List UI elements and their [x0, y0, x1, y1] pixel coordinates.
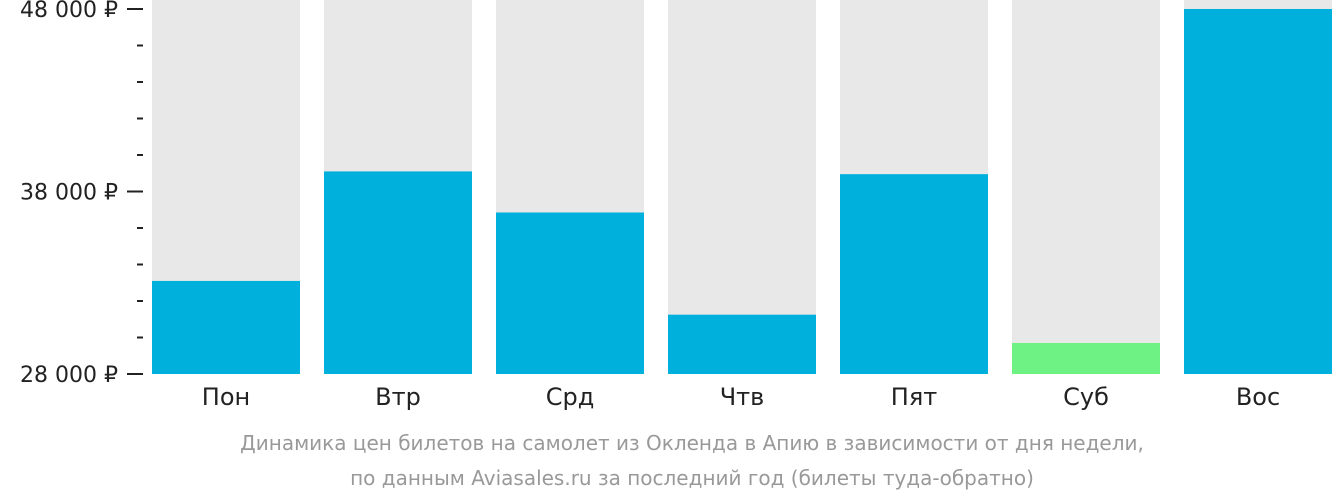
x-axis: Пон Втр Срд Чтв Пят Суб Вос [202, 383, 1280, 411]
x-tick-label: Вос [1236, 383, 1280, 411]
y-tick-label: 38 000 ₽ [20, 181, 118, 206]
bar [496, 212, 644, 374]
x-tick-label: Суб [1063, 383, 1109, 411]
bar-background [668, 0, 816, 374]
x-tick-label: Пон [202, 383, 250, 411]
x-tick-label: Срд [546, 383, 595, 411]
bar [1012, 342, 1160, 374]
x-tick-label: Чтв [720, 383, 765, 411]
bar [324, 171, 472, 374]
bar [1184, 9, 1332, 374]
y-axis: 48 000 ₽ 38 000 ₽ 28 000 ₽ [20, 0, 143, 388]
chart-caption-line-2: по данным Aviasales.ru за последний год … [350, 466, 1034, 490]
bar [840, 174, 988, 374]
bar [668, 314, 816, 374]
price-by-weekday-chart: 48 000 ₽ 38 000 ₽ 28 000 ₽ Пон Втр Срд Чтв Пят… [20, 0, 1332, 411]
y-tick-label: 48 000 ₽ [20, 0, 118, 23]
x-tick-label: Втр [375, 383, 421, 411]
bar-background [1012, 0, 1160, 374]
bars [152, 0, 1332, 374]
chart-caption-line-1: Динамика цен билетов на самолет из Оклен… [240, 431, 1144, 455]
x-tick-label: Пят [891, 383, 937, 411]
bar [152, 280, 300, 374]
y-tick-label: 28 000 ₽ [20, 363, 118, 388]
